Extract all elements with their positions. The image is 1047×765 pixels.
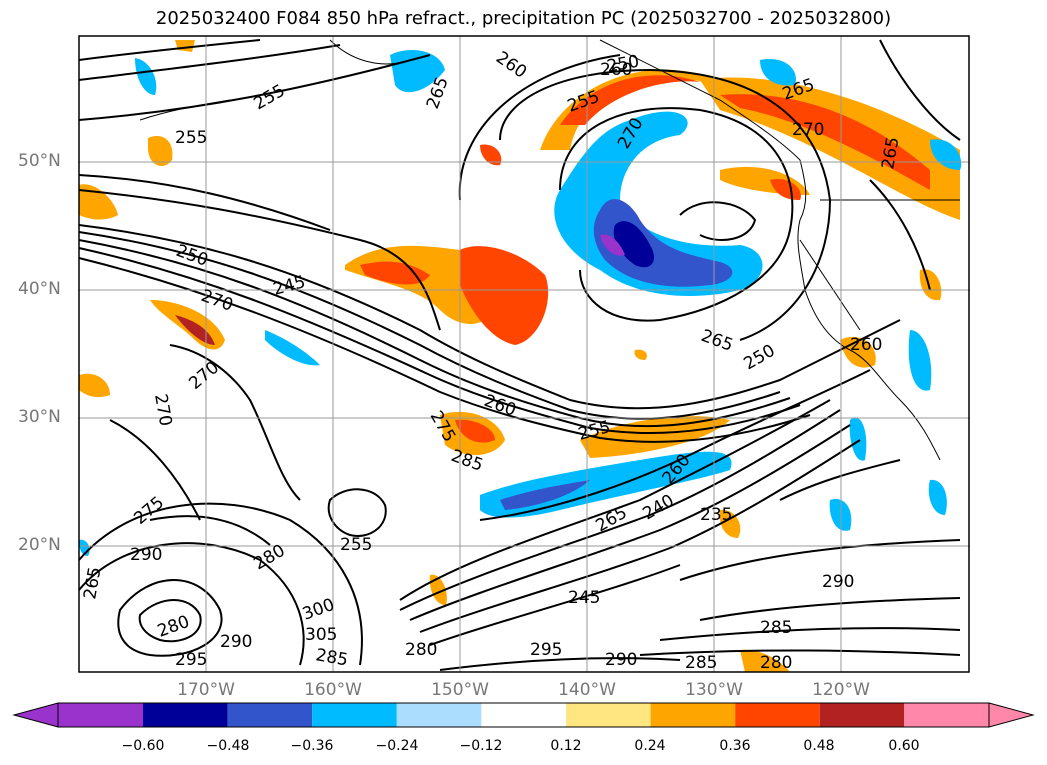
colorbar-segment [650, 703, 736, 727]
plot-frame [78, 35, 970, 673]
contour-label: 270 [792, 120, 824, 140]
colorbar [12, 702, 1035, 728]
contour-label: 290 [130, 545, 162, 565]
precipitation-shading [79, 40, 962, 672]
colorbar-tick: −0.60 [121, 738, 165, 754]
lon-label-130w: 130°W [685, 680, 743, 700]
colorbar-tick: −0.36 [290, 738, 334, 754]
contour-label: 290 [822, 572, 854, 592]
refractivity-contours [78, 39, 961, 671]
lon-label-140w: 140°W [558, 680, 616, 700]
lon-label-120w: 120°W [812, 680, 870, 700]
colorbar-tick: 0.12 [550, 738, 582, 754]
lon-label-170w: 170°W [177, 680, 235, 700]
contour-label: 295 [530, 640, 562, 660]
contour-label: 280 [760, 653, 792, 673]
lat-label-30n: 30°N [18, 407, 61, 427]
colorbar-segment [988, 702, 1035, 728]
coastlines [139, 39, 960, 461]
chart-title: 2025032400 F084 850 hPa refract., precip… [155, 8, 892, 29]
contour-label: 260 [600, 60, 632, 80]
contour-label: 305 [305, 625, 337, 645]
contour-label: 260 [850, 335, 882, 355]
contour-label: 235 [700, 505, 732, 525]
contour-label: 295 [175, 650, 207, 670]
colorbar-segment [12, 702, 59, 728]
colorbar-tick: 0.48 [803, 738, 835, 754]
lat-label-20n: 20°N [18, 535, 61, 555]
colorbar-segment [566, 703, 651, 727]
contour-label: 255 [175, 128, 207, 148]
graticule [79, 36, 969, 672]
colorbar-segment [481, 703, 566, 727]
contour-label: 280 [405, 640, 437, 660]
colorbar-segment [312, 703, 397, 727]
colorbar-segment [819, 703, 905, 727]
colorbar-tick: −0.12 [459, 738, 503, 754]
colorbar-segment [396, 703, 482, 727]
colorbar-segment [58, 703, 143, 727]
colorbar-frame [57, 702, 990, 728]
colorbar-segment [143, 703, 228, 727]
contour-label: 285 [760, 618, 792, 638]
lon-label-160w: 160°W [304, 680, 362, 700]
colorbar-tick: −0.48 [206, 738, 250, 754]
lat-label-40n: 40°N [18, 279, 61, 299]
lon-label-150w: 150°W [431, 680, 489, 700]
contour-label: 245 [568, 588, 600, 608]
colorbar-segment [227, 703, 313, 727]
contour-label: 285 [685, 653, 717, 673]
colorbar-tick: 0.24 [634, 738, 666, 754]
contour-label: 290 [220, 632, 252, 652]
contour-label: 255 [340, 535, 372, 555]
colorbar-segment [735, 703, 820, 727]
colorbar-tick: −0.24 [375, 738, 419, 754]
lat-label-50n: 50°N [18, 151, 61, 171]
contour-label: 290 [605, 650, 637, 670]
colorbar-tick: 0.60 [888, 738, 920, 754]
colorbar-tick: 0.36 [719, 738, 751, 754]
colorbar-segment [904, 703, 989, 727]
